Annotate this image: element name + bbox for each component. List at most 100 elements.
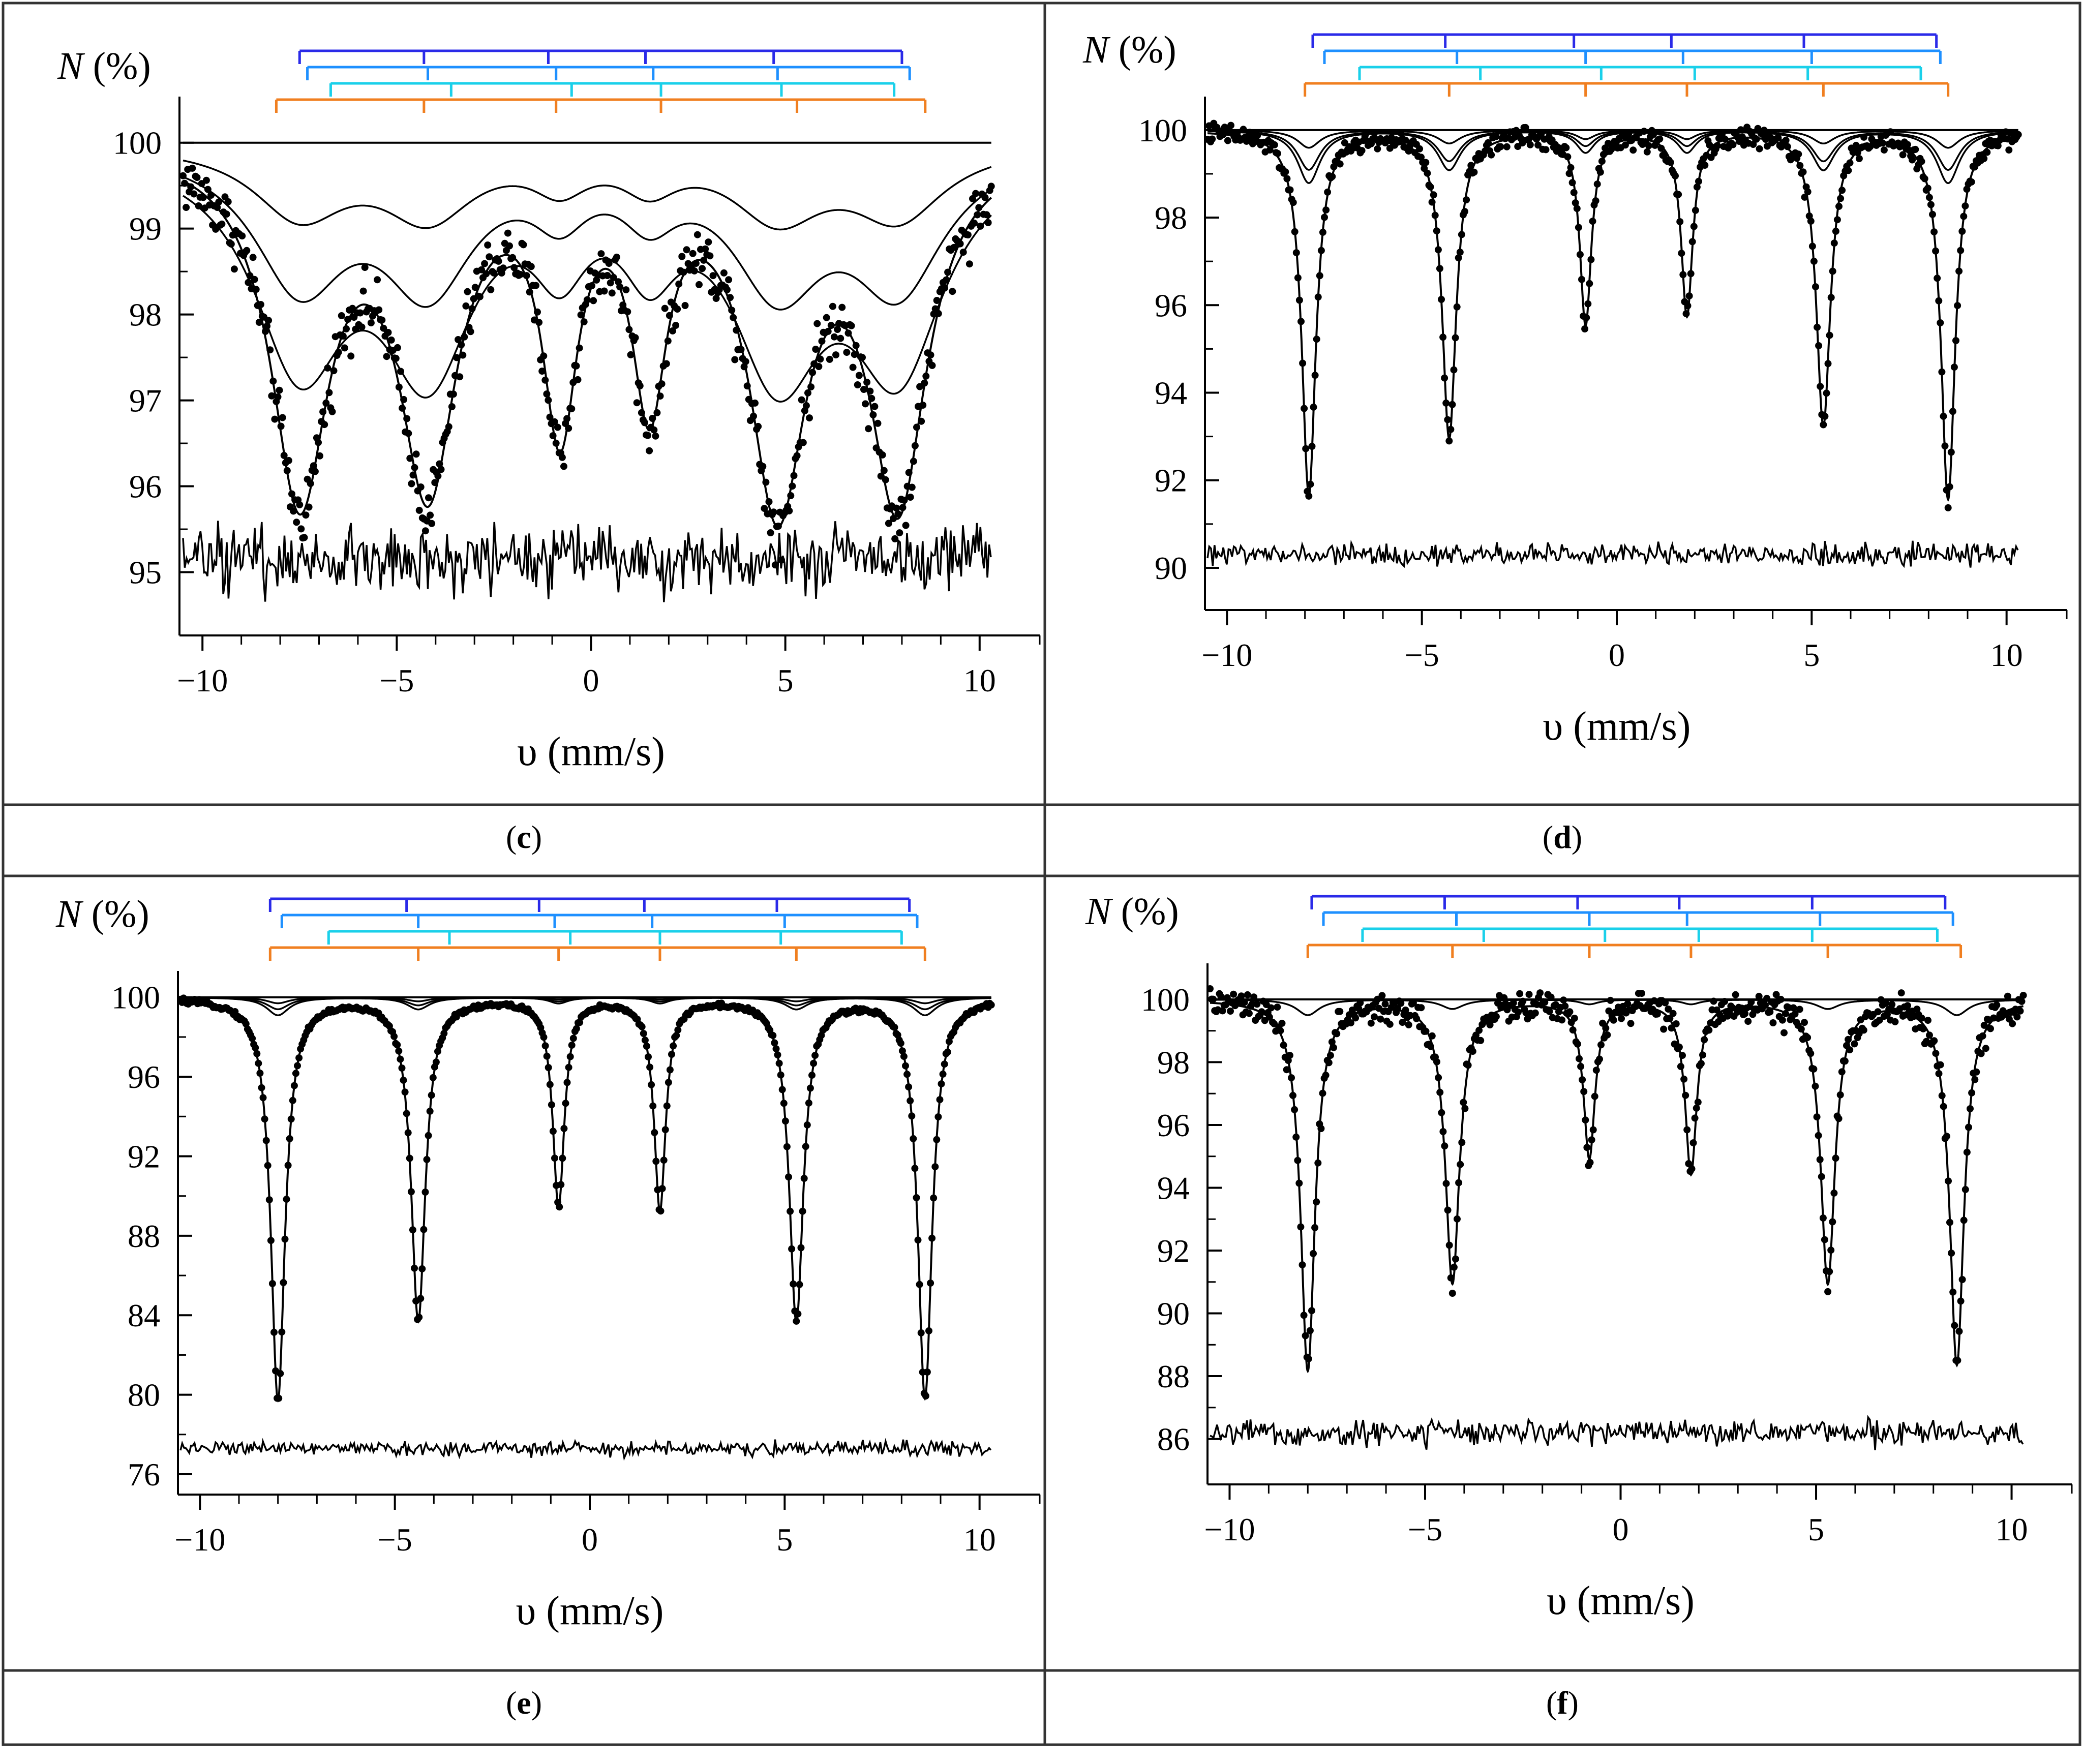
data-point — [656, 392, 664, 400]
data-point — [262, 1137, 270, 1144]
data-point — [481, 260, 489, 267]
data-point — [425, 494, 432, 502]
data-point — [803, 1121, 811, 1129]
data-point — [1592, 1067, 1600, 1074]
data-point — [1562, 144, 1570, 151]
x-tick-label: 5 — [1803, 637, 1820, 673]
caption-e-letter: e — [517, 1685, 531, 1721]
data-point — [1810, 1065, 1818, 1073]
data-point — [1469, 1048, 1476, 1055]
data-point — [1979, 1032, 1986, 1040]
data-point — [467, 328, 474, 336]
data-point — [1772, 991, 1780, 998]
sextet-bracket-sextet4 — [1306, 944, 1963, 958]
y-tick-label: 96 — [1157, 1107, 1190, 1143]
experimental-points — [177, 994, 995, 1402]
data-point — [1329, 173, 1336, 180]
data-point — [341, 344, 348, 352]
x-tick-label: 10 — [963, 662, 996, 698]
data-point — [928, 1234, 936, 1242]
data-point — [315, 439, 322, 446]
data-point — [1835, 202, 1843, 210]
data-point — [1278, 1019, 1286, 1027]
data-point — [482, 270, 490, 278]
data-point — [495, 257, 502, 265]
data-point — [548, 1101, 555, 1109]
data-point — [387, 336, 395, 344]
data-point — [627, 351, 635, 358]
data-point — [1694, 1099, 1702, 1106]
data-point — [1926, 1031, 1933, 1039]
data-point — [263, 322, 271, 330]
data-point — [361, 264, 369, 271]
y-tick-label: 90 — [1155, 550, 1187, 586]
data-point — [742, 358, 749, 366]
data-point — [943, 276, 950, 284]
data-point — [1968, 1089, 1976, 1097]
data-point — [449, 390, 457, 398]
data-point — [278, 1328, 286, 1336]
data-point — [195, 202, 202, 209]
data-point — [844, 329, 852, 337]
data-point — [266, 346, 274, 354]
data-point — [1355, 1005, 1363, 1012]
data-point — [1241, 998, 1248, 1006]
caption-d: (d) — [1542, 819, 1583, 855]
data-point — [780, 1100, 788, 1107]
data-point — [588, 282, 595, 289]
data-point — [781, 1117, 789, 1125]
data-point — [1271, 141, 1278, 148]
data-point — [572, 1025, 580, 1032]
data-point — [1409, 999, 1417, 1007]
data-point — [922, 372, 930, 380]
data-point — [809, 369, 817, 376]
data-point — [1780, 1029, 1788, 1037]
data-point — [486, 253, 493, 261]
data-point — [658, 380, 666, 388]
data-point — [797, 1244, 805, 1252]
caption-d-letter: d — [1553, 819, 1572, 855]
data-point — [1513, 127, 1520, 134]
data-point — [720, 269, 728, 277]
data-point — [1817, 383, 1824, 390]
data-point — [238, 232, 246, 240]
data-point — [696, 281, 703, 288]
data-point — [403, 1110, 410, 1117]
y-axis-title-symbol: N — [57, 45, 85, 87]
data-point — [1701, 1036, 1708, 1044]
x-tick-label: −10 — [1201, 637, 1252, 673]
data-point — [1319, 1089, 1326, 1097]
data-point — [1371, 129, 1378, 137]
residual-trace — [1210, 1415, 2024, 1450]
data-point — [1958, 1276, 1966, 1283]
data-point — [1835, 1115, 1843, 1122]
data-point — [359, 287, 367, 295]
data-point — [838, 303, 846, 311]
y-tick-label: 97 — [129, 383, 162, 419]
data-point — [1833, 216, 1841, 224]
data-point — [1675, 1043, 1683, 1051]
data-point — [411, 464, 418, 471]
data-point — [896, 529, 903, 537]
data-point — [215, 198, 223, 206]
data-point — [405, 430, 412, 437]
data-point — [540, 1033, 548, 1041]
data-point — [923, 1368, 931, 1376]
data-point — [1561, 1002, 1569, 1010]
data-point — [964, 231, 972, 238]
data-point — [1249, 140, 1256, 147]
data-point — [767, 529, 774, 536]
x-tick-label: 0 — [1613, 1511, 1629, 1547]
data-point — [652, 432, 659, 440]
data-point — [1818, 1173, 1825, 1180]
data-point — [933, 1136, 941, 1143]
data-point — [1705, 1026, 1713, 1034]
data-point — [907, 494, 914, 501]
data-point — [702, 245, 709, 253]
data-point — [425, 1132, 432, 1139]
data-point — [554, 423, 561, 431]
data-point — [778, 1086, 786, 1093]
data-point — [1804, 188, 1812, 196]
data-point — [437, 466, 445, 473]
data-point — [1804, 1034, 1812, 1041]
